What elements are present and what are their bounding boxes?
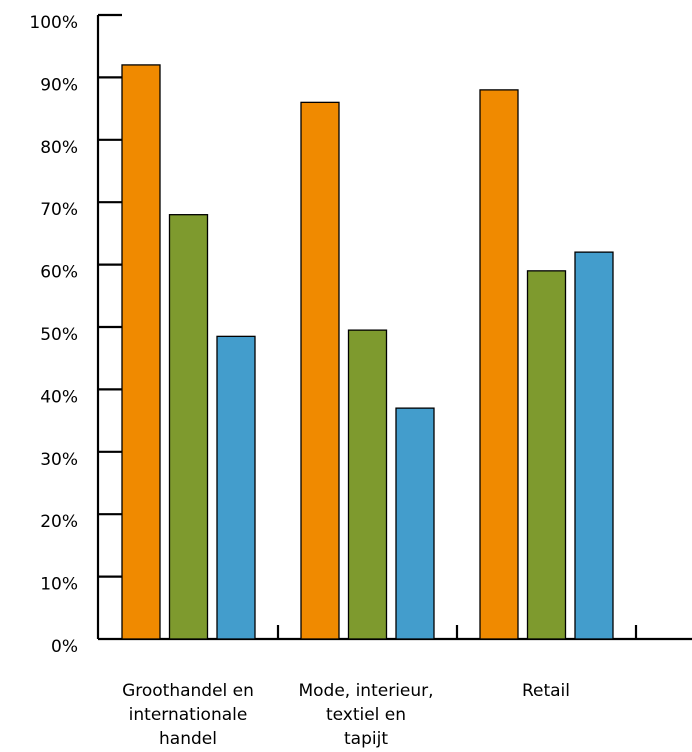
- y-axis-ticks: 0% 10% 20% 30% 40% 50% 60% 70% 80% 90% 100%: [29, 13, 122, 657]
- y-tick-label: 30%: [40, 450, 78, 470]
- y-tick-label: 10%: [40, 575, 78, 595]
- y-tick-label: 80%: [40, 138, 78, 158]
- y-tick-label: 40%: [40, 387, 78, 407]
- bar: [122, 65, 160, 639]
- bar: [480, 90, 518, 639]
- x-category-label: Mode, interieur, textiel en tapijt: [298, 681, 433, 749]
- bar: [217, 336, 255, 639]
- category-labels: Groothandel en internationale handel Mode, …: [122, 681, 570, 749]
- x-category-label: Groothandel en internationale handel: [122, 681, 254, 749]
- y-tick-label: 20%: [40, 512, 78, 532]
- y-tick-label: 70%: [40, 200, 78, 220]
- x-category-label: Retail: [522, 681, 570, 701]
- bar: [528, 271, 566, 639]
- bar: [301, 102, 339, 639]
- y-tick-label: 100%: [29, 13, 78, 33]
- y-tick-label: 60%: [40, 263, 78, 283]
- bars: [122, 65, 613, 639]
- y-tick-label: 90%: [40, 75, 78, 95]
- bar: [170, 215, 208, 639]
- bar: [396, 408, 434, 639]
- y-tick-label: 50%: [40, 325, 78, 345]
- bar: [349, 330, 387, 639]
- y-tick-label: 0%: [51, 637, 78, 657]
- bar: [575, 252, 613, 639]
